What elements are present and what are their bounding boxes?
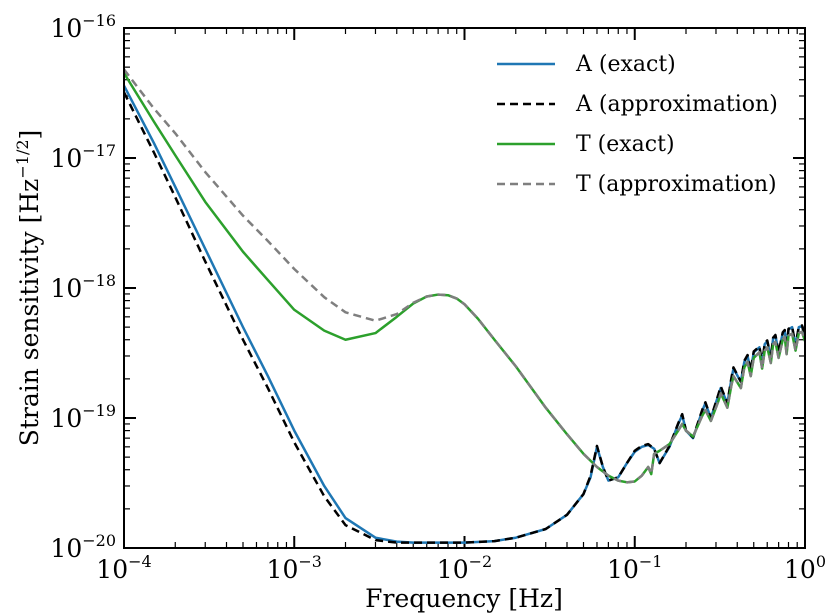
y-tick-base: 10 — [50, 14, 82, 43]
series-layer — [124, 68, 805, 544]
legend: A (exact) A (approximation) T (exact) T (ap… — [497, 52, 778, 197]
y-tick-exponent: −17 — [82, 141, 116, 160]
series-line-0 — [124, 85, 805, 544]
legend-label-2: T (exact) — [576, 132, 675, 157]
x-tick-exponent: −2 — [469, 552, 493, 571]
y-tick-exponent: −19 — [82, 401, 116, 420]
y-tick-exponent: −16 — [82, 11, 116, 30]
series-line-1 — [124, 91, 805, 544]
series-line-3 — [124, 68, 805, 484]
x-tick-base: 10 — [96, 555, 128, 584]
x-tick-exponent: 0 — [816, 552, 826, 571]
plot-frame — [123, 27, 806, 549]
x-tick-base: 10 — [784, 555, 816, 584]
x-tick-base: 10 — [267, 555, 299, 584]
legend-label-0: A (exact) — [575, 52, 676, 77]
x-tick-label: 100 — [784, 552, 826, 584]
y-tick-label: 10−16 — [50, 11, 116, 43]
legend-label-1: A (approximation) — [575, 92, 778, 117]
x-tick-label: 10−1 — [607, 552, 662, 584]
y-tick-label: 10−19 — [50, 401, 116, 433]
y-tick-exponent: −18 — [82, 271, 116, 290]
y-tick-label: 10−20 — [50, 531, 116, 563]
x-tick-label: 10−2 — [437, 552, 492, 584]
x-tick-base: 10 — [607, 555, 639, 584]
y-tick-base: 10 — [50, 274, 82, 303]
x-tick-labels: 10−4 10−3 10−2 10−1 100 — [96, 552, 826, 584]
x-tick-exponent: −3 — [298, 552, 322, 571]
y-axis-label-end: ] — [15, 130, 44, 140]
x-tick-label: 10−4 — [96, 552, 151, 584]
y-tick-label: 10−18 — [50, 271, 116, 303]
y-tick-exponent: −20 — [82, 531, 116, 550]
y-axis-label-main: Strain sensitivity [Hz — [15, 179, 44, 447]
y-axis-label: Strain sensitivity [Hz−1/2] — [13, 130, 44, 447]
y-axis-label-exponent: −1/2 — [13, 139, 32, 178]
y-tick-label: 10−17 — [50, 141, 116, 173]
x-tick-base: 10 — [437, 555, 469, 584]
x-tick-label: 10−3 — [267, 552, 322, 584]
y-tick-base: 10 — [50, 404, 82, 433]
y-tick-base: 10 — [50, 534, 82, 563]
legend-label-3: T (approximation) — [576, 172, 777, 197]
x-tick-exponent: −4 — [128, 552, 152, 571]
x-axis-label: Frequency [Hz] — [365, 584, 563, 613]
series-line-2 — [124, 72, 805, 484]
x-tick-exponent: −1 — [639, 552, 663, 571]
y-tick-base: 10 — [50, 144, 82, 173]
